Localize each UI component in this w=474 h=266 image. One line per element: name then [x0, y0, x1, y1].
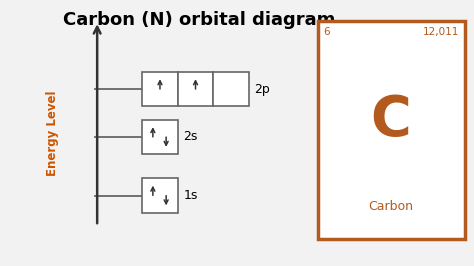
Bar	[178, 72, 213, 106]
Text: 12,011: 12,011	[422, 27, 459, 37]
Bar	[142, 178, 178, 213]
Bar	[318, 21, 465, 239]
Text: Carbon (N) orbital diagram: Carbon (N) orbital diagram	[63, 11, 335, 29]
Text: 2p: 2p	[255, 83, 270, 95]
Bar	[142, 72, 178, 106]
Text: C: C	[371, 93, 411, 147]
Text: 6: 6	[323, 27, 330, 37]
Bar	[213, 72, 249, 106]
Text: Carbon: Carbon	[369, 200, 413, 213]
Bar	[142, 120, 178, 154]
Text: Energy Level: Energy Level	[46, 90, 59, 176]
Text: 2s: 2s	[183, 131, 198, 143]
Text: 1s: 1s	[183, 189, 198, 202]
